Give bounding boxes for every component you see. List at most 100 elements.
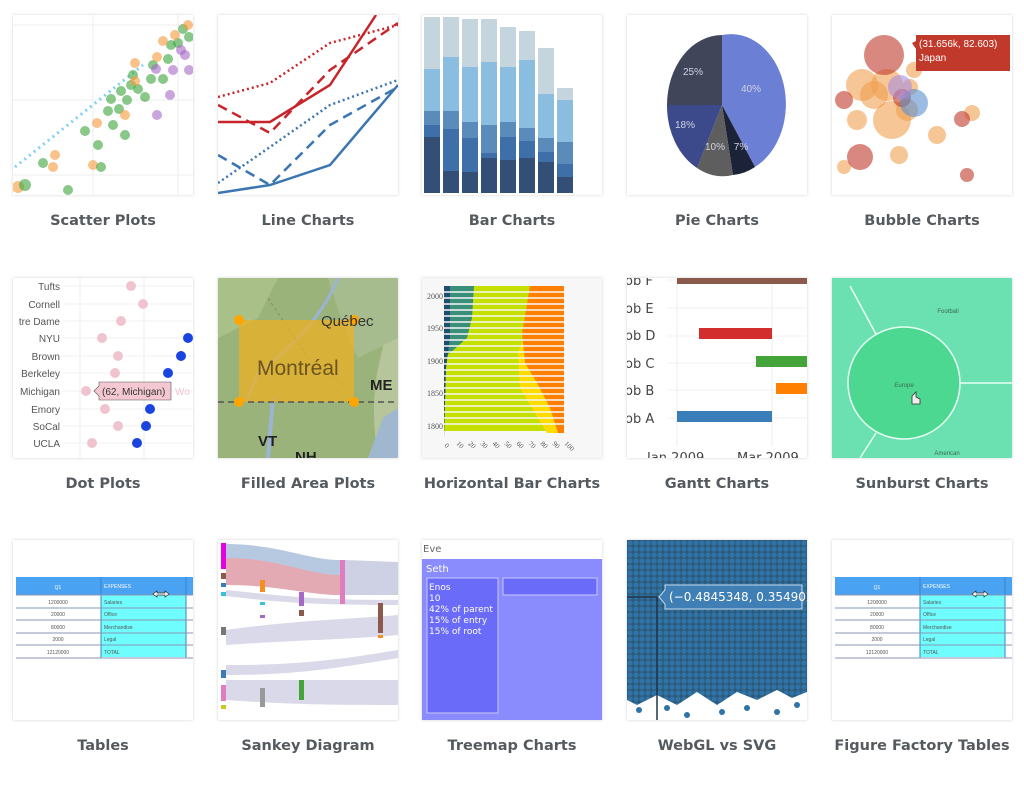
gallery-item-label[interactable]: Figure Factory Tables (834, 738, 1010, 754)
svg-text:Michigan: Michigan (20, 387, 60, 398)
svg-text:40: 40 (491, 440, 502, 451)
gallery-item-dot-plots[interactable]: Tufts Cornell tre Dame NYU Brown Berkeley M… (13, 278, 219, 540)
gallery-item-label[interactable]: Bar Charts (468, 213, 556, 229)
svg-text:1950: 1950 (427, 324, 443, 333)
gallery-item-figure-factory-tables[interactable]: Q1 EXPENSES 1200000 Salaries 20000 Office 8… (832, 540, 1024, 802)
svg-text:Emory: Emory (31, 405, 60, 416)
sankey-thumbnail[interactable] (218, 540, 398, 720)
svg-text:60: 60 (515, 440, 526, 451)
svg-text:EXPENSES: EXPENSES (104, 584, 132, 590)
svg-text:Québec: Québec (321, 313, 374, 330)
svg-text:80000: 80000 (51, 625, 65, 631)
filled-area-thumbnail[interactable]: Montréal Québec ME VT NH (218, 278, 398, 458)
gallery-item-label[interactable]: Filled Area Plots (240, 476, 376, 492)
svg-text:tre Dame: tre Dame (19, 317, 61, 328)
pie-chart-thumbnail[interactable]: 40% 7% 10% 18% 25% (627, 15, 807, 195)
svg-text:Enos: Enos (429, 583, 451, 593)
gallery-item-label[interactable]: Bubble Charts (864, 213, 980, 229)
svg-text:1200000: 1200000 (48, 600, 68, 606)
svg-text:100: 100 (563, 440, 576, 453)
bar-chart-thumbnail[interactable] (422, 15, 602, 195)
svg-text:EXPENSES: EXPENSES (923, 584, 951, 590)
gallery-item-label[interactable]: Horizontal Bar Charts (423, 476, 601, 492)
svg-text:15% of root: 15% of root (429, 627, 482, 637)
svg-text:(62, Michigan): (62, Michigan) (102, 387, 165, 398)
svg-text:15% of entry: 15% of entry (429, 616, 488, 626)
gallery-item-pie-charts[interactable]: 40% 7% 10% 18% 25% Pie Charts (627, 15, 833, 277)
svg-text:ob E: ob E (627, 302, 654, 317)
svg-text:Wo: Wo (175, 387, 190, 398)
figure-factory-table-thumbnail[interactable]: Q1 EXPENSES 1200000 Salaries 20000 Office 8… (832, 540, 1012, 720)
svg-text:Legal: Legal (923, 637, 935, 643)
gallery-item-label[interactable]: Line Charts (261, 213, 355, 229)
svg-text:80000: 80000 (870, 625, 884, 631)
svg-text:Europe: Europe (894, 383, 914, 389)
svg-text:30: 30 (479, 440, 490, 451)
svg-text:TOTAL: TOTAL (104, 650, 120, 656)
gallery-item-label[interactable]: Treemap Charts (447, 738, 577, 754)
svg-text:18%: 18% (675, 120, 695, 131)
svg-text:SoCal: SoCal (33, 422, 60, 433)
gantt-chart-thumbnail[interactable]: ob F ob E ob D ob C ob B ob A Jan 2009 Mar 2… (627, 278, 807, 458)
svg-text:1800: 1800 (427, 422, 443, 431)
svg-text:ob A: ob A (627, 412, 654, 427)
svg-text:0: 0 (443, 442, 451, 450)
svg-text:(−0.4845348, 0.3549026): (−0.4845348, 0.3549026) (669, 590, 807, 604)
svg-text:Tufts: Tufts (38, 282, 60, 293)
gallery-item-label[interactable]: Scatter Plots (50, 213, 156, 229)
svg-text:Q1: Q1 (55, 585, 62, 591)
svg-text:ob F: ob F (627, 278, 653, 289)
svg-text:American: American (934, 451, 959, 457)
gallery-item-treemap-charts[interactable]: Eve Seth Enos 10 42% of parent 15% of en… (422, 540, 628, 802)
gallery-item-line-charts[interactable]: Line Charts (218, 15, 424, 277)
gallery-item-label[interactable]: Gantt Charts (664, 476, 770, 492)
svg-text:(31.656k, 82.603): (31.656k, 82.603) (919, 39, 997, 50)
svg-text:Q1: Q1 (874, 585, 881, 591)
svg-text:42% of parent: 42% of parent (429, 605, 493, 615)
sunburst-chart-thumbnail[interactable]: Football Europe American (832, 278, 1012, 458)
svg-text:1200000: 1200000 (867, 600, 887, 606)
dot-plot-thumbnail[interactable]: Tufts Cornell tre Dame NYU Brown Berkeley M… (13, 278, 193, 458)
svg-text:Merchandise: Merchandise (104, 625, 133, 631)
svg-text:NYU: NYU (39, 334, 60, 345)
gallery-item-gantt-charts[interactable]: ob F ob E ob D ob C ob B ob A Jan 2009 Mar 2… (627, 278, 833, 540)
svg-text:Berkeley: Berkeley (21, 369, 60, 380)
svg-text:10: 10 (455, 440, 466, 451)
table-thumbnail[interactable]: Q1 EXPENSES 1200000 Salaries 20000 Office 8… (13, 540, 193, 720)
gallery-item-bubble-charts[interactable]: (31.656k, 82.603) Japan Bubble Charts (832, 15, 1024, 277)
gallery-item-horizontal-bar-charts[interactable]: 2000 1950 1900 1850 1800 0 10 20 30 40 50 … (422, 278, 628, 540)
svg-text:25%: 25% (683, 67, 703, 78)
gallery-item-filled-area-plots[interactable]: Montréal Québec ME VT NH Filled Area Plo… (218, 278, 424, 540)
scatter-plot-thumbnail[interactable] (13, 15, 193, 195)
gallery-item-tables[interactable]: Q1 EXPENSES 1200000 Salaries 20000 Office 8… (13, 540, 219, 802)
gallery-item-label[interactable]: WebGL vs SVG (657, 738, 777, 754)
svg-text:2000: 2000 (427, 292, 443, 301)
gallery-item-scatter-plots[interactable]: Scatter Plots (13, 15, 219, 277)
svg-text:50: 50 (503, 440, 514, 451)
svg-text:7%: 7% (734, 142, 749, 153)
svg-text:70: 70 (527, 440, 538, 451)
gallery-item-label[interactable]: Dot Plots (65, 476, 141, 492)
svg-text:Legal: Legal (104, 637, 116, 643)
horizontal-bar-thumbnail[interactable]: 2000 1950 1900 1850 1800 0 10 20 30 40 50 … (422, 278, 602, 458)
gallery-item-sankey-diagram[interactable]: Sankey Diagram (218, 540, 424, 802)
line-chart-thumbnail[interactable] (218, 15, 398, 195)
svg-text:ob D: ob D (627, 329, 655, 344)
gallery-item-label[interactable]: Sankey Diagram (241, 738, 375, 754)
resize-cursor-icon (152, 590, 170, 598)
gallery-item-sunburst-charts[interactable]: Football Europe American Sunburst Charts (832, 278, 1024, 540)
resize-cursor-icon (971, 590, 989, 598)
gallery-item-bar-charts[interactable]: Bar Charts (422, 15, 628, 277)
gallery-item-label[interactable]: Pie Charts (675, 213, 759, 229)
svg-text:Office: Office (923, 612, 936, 618)
svg-text:90: 90 (551, 440, 562, 451)
webgl-thumbnail[interactable]: (−0.4845348, 0.3549026) (627, 540, 807, 720)
treemap-thumbnail[interactable]: Eve Seth Enos 10 42% of parent 15% of en… (422, 540, 602, 720)
svg-text:20: 20 (467, 440, 478, 451)
gallery-item-label[interactable]: Tables (77, 738, 129, 754)
svg-text:2000: 2000 (52, 637, 63, 643)
gallery-item-label[interactable]: Sunburst Charts (855, 476, 989, 492)
bubble-chart-thumbnail[interactable]: (31.656k, 82.603) Japan (832, 15, 1012, 195)
svg-text:Montréal: Montréal (257, 357, 339, 380)
gallery-item-webgl-vs-svg[interactable]: (−0.4845348, 0.3549026) WebGL vs SVG (627, 540, 833, 802)
